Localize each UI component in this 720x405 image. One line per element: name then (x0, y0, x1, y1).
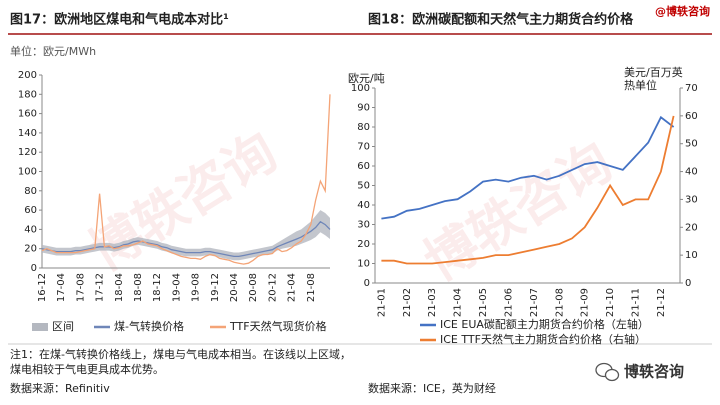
y2-tick-label: 30 (685, 194, 698, 205)
x-tick-label: 21-01 (376, 288, 387, 317)
y-tick-label: 0 (31, 263, 37, 274)
y-tick-label: 40 (357, 200, 370, 211)
y-tick-label: 10 (357, 259, 370, 270)
watermark: 博轶咨询 (79, 122, 287, 283)
y-tick-label: 160 (18, 109, 37, 120)
y-tick-label: 60 (24, 205, 37, 216)
y2-tick-label: 10 (685, 250, 698, 261)
y-tick-label: 200 (18, 70, 37, 81)
y2-tick-label: 0 (685, 278, 691, 289)
x-tick-label: 20-08 (248, 273, 259, 302)
source: 数据来源：Refinitiv (10, 381, 110, 395)
line (41, 94, 331, 265)
legend-label: ICE EUA碳配额主力期货合约价格（左轴） (440, 317, 649, 331)
y2-tick-label: 50 (685, 139, 698, 150)
y-tick-label: 40 (24, 224, 37, 235)
x-tick-label: 21-12 (656, 288, 667, 317)
line (381, 115, 675, 265)
y-tick-label: 20 (24, 244, 37, 255)
footer-brand: 博轶咨询 (624, 363, 684, 381)
wechat-icon (595, 362, 620, 382)
x-tick-label: 19-08 (191, 273, 202, 302)
x-tick-label: 21-04 (287, 273, 298, 302)
y2-tick-label: 60 (685, 111, 698, 122)
y-tick-label: 140 (18, 128, 37, 139)
x-tick-label: 19-12 (210, 273, 221, 302)
y-tick-label: 50 (357, 181, 370, 192)
y2-tick-label: 70 (685, 83, 698, 94)
x-tick-label: 21-11 (631, 288, 642, 317)
y-tick-label: 80 (357, 122, 370, 133)
y2-tick-label: 40 (685, 167, 698, 178)
source: 数据来源：ICE，英为财经 (368, 381, 496, 395)
y-tick-label: 80 (24, 186, 37, 197)
y-tick-label: 70 (357, 142, 370, 153)
legend-label: 区间 (52, 320, 74, 333)
x-tick-label: 19-04 (171, 273, 182, 302)
y-tick-label: 90 (357, 103, 370, 114)
x-tick-label: 18-12 (152, 273, 163, 302)
x-tick-label: 21-08 (554, 288, 565, 317)
y-axis-label: 欧元/吨 (348, 72, 385, 85)
x-tick-label: 17-08 (75, 273, 86, 302)
y-tick-label: 60 (357, 161, 370, 172)
watermark: 博轶咨询 (414, 132, 622, 293)
y-tick-label: 100 (18, 167, 37, 178)
x-tick-label: 17-12 (95, 273, 106, 302)
x-tick-label: 20-04 (229, 273, 240, 302)
x-tick-label: 21-08 (306, 273, 317, 302)
chart-title: 图18：欧洲碳配额和天然气主力期货合约价格 (368, 12, 634, 28)
chart-subtitle: 单位：欧元/MWh (10, 44, 96, 58)
y-tick-label: 30 (357, 220, 370, 231)
y-tick-label: 0 (364, 278, 370, 289)
line (381, 115, 675, 220)
x-tick-label: 21-10 (605, 288, 616, 317)
y-tick-label: 20 (357, 239, 370, 250)
legend-swatch (32, 323, 48, 331)
y-tick-label: 120 (18, 147, 37, 158)
y-tick-label: 100 (351, 83, 370, 94)
x-tick-label: 17-04 (56, 273, 67, 302)
brand: @博轶咨询 (655, 4, 710, 18)
line (41, 220, 331, 258)
x-tick-label: 21-06 (503, 288, 514, 317)
chart-title: 图17：欧洲地区煤电和气电成本对比¹ (10, 12, 229, 28)
x-tick-label: 21-04 (453, 288, 464, 317)
x-tick-label: 21-07 (529, 288, 540, 317)
x-tick-label: 20-12 (267, 273, 278, 302)
x-tick-label: 18-08 (133, 273, 144, 302)
x-tick-label: 21-05 (478, 288, 489, 317)
legend-label: 煤-气转换价格 (114, 319, 184, 333)
x-tick-label: 21-02 (402, 288, 413, 317)
x-tick-label: 21-09 (580, 288, 591, 317)
x-tick-label: 18-04 (114, 273, 125, 302)
notes: 注1：在煤-气转换价格线上，煤电与气电成本相当。在该线以上区域，煤电相较于气电更… (10, 348, 351, 376)
y-tick-label: 180 (18, 89, 37, 100)
y2-axis-label: 美元/百万英热单位 (624, 66, 683, 92)
legend-label: ICE TTF天然气主力期货合约价格（右轴） (440, 332, 646, 346)
x-tick-label: 21-03 (427, 288, 438, 317)
x-tick-label: 16-12 (37, 273, 48, 302)
y2-tick-label: 20 (685, 222, 698, 233)
legend-label: TTF天然气现货价格 (229, 319, 327, 333)
